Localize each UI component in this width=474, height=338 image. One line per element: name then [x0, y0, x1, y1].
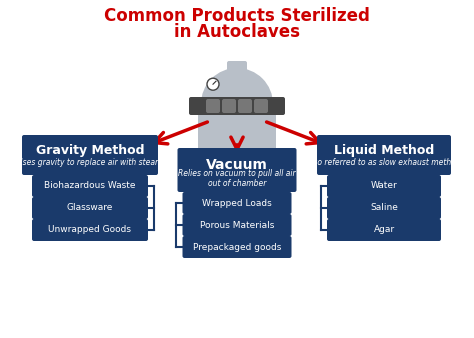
- FancyBboxPatch shape: [327, 175, 441, 197]
- FancyBboxPatch shape: [206, 99, 220, 113]
- FancyBboxPatch shape: [177, 148, 297, 192]
- FancyBboxPatch shape: [317, 135, 451, 175]
- Text: Common Products Sterilized: Common Products Sterilized: [104, 7, 370, 25]
- Circle shape: [207, 78, 219, 90]
- Text: Saline: Saline: [370, 203, 398, 213]
- Text: Gravity Method: Gravity Method: [36, 144, 144, 157]
- FancyBboxPatch shape: [222, 99, 236, 113]
- FancyBboxPatch shape: [32, 175, 148, 197]
- FancyBboxPatch shape: [327, 219, 441, 241]
- Text: Uses gravity to replace air with steam: Uses gravity to replace air with steam: [18, 159, 163, 167]
- FancyBboxPatch shape: [182, 192, 292, 214]
- FancyBboxPatch shape: [327, 197, 441, 219]
- Text: Vacuum: Vacuum: [206, 158, 268, 172]
- Text: Wrapped Loads: Wrapped Loads: [202, 198, 272, 208]
- Text: Agar: Agar: [374, 225, 394, 235]
- FancyBboxPatch shape: [198, 99, 276, 157]
- FancyBboxPatch shape: [32, 197, 148, 219]
- FancyBboxPatch shape: [182, 236, 292, 258]
- FancyBboxPatch shape: [32, 219, 148, 241]
- Text: Biohazardous Waste: Biohazardous Waste: [44, 182, 136, 191]
- Text: Glassware: Glassware: [67, 203, 113, 213]
- Text: Porous Materials: Porous Materials: [200, 220, 274, 230]
- Text: Liquid Method: Liquid Method: [334, 144, 434, 157]
- Text: Also referred to as slow exhaust method: Also referred to as slow exhaust method: [307, 159, 461, 167]
- Wedge shape: [201, 68, 273, 104]
- FancyBboxPatch shape: [227, 61, 247, 74]
- Text: Unwrapped Goods: Unwrapped Goods: [48, 225, 131, 235]
- FancyBboxPatch shape: [254, 99, 268, 113]
- FancyBboxPatch shape: [238, 99, 252, 113]
- FancyBboxPatch shape: [22, 135, 158, 175]
- FancyBboxPatch shape: [182, 214, 292, 236]
- FancyBboxPatch shape: [189, 97, 285, 115]
- Text: Water: Water: [371, 182, 397, 191]
- Text: in Autoclaves: in Autoclaves: [174, 23, 300, 41]
- Text: Prepackaged goods: Prepackaged goods: [193, 242, 281, 251]
- Text: Relies on vacuum to pull all air
out of chamber: Relies on vacuum to pull all air out of …: [178, 169, 296, 189]
